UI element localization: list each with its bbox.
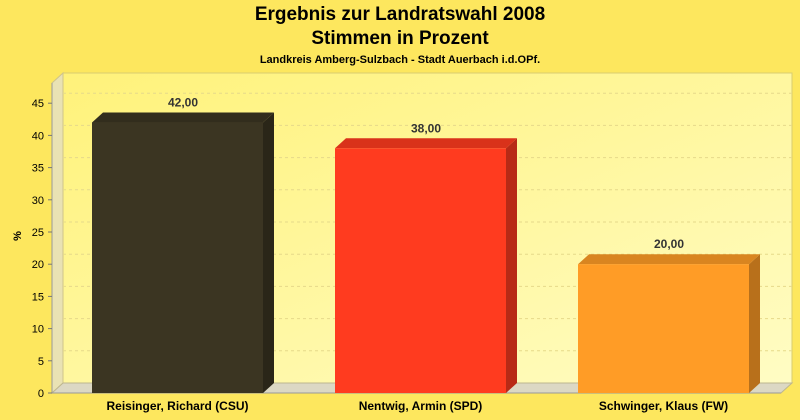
- chart-title: Ergebnis zur Landratswahl 2008: [254, 4, 546, 25]
- bar: 42,00: [92, 96, 274, 394]
- y-tick-label: 40: [32, 130, 44, 142]
- y-tick-label: 35: [32, 163, 44, 175]
- bar-side: [506, 138, 517, 393]
- bar-top: [578, 254, 760, 265]
- bar: 20,00: [578, 237, 760, 393]
- y-axis-label: %: [12, 231, 24, 241]
- y-tick-label: 10: [32, 324, 44, 336]
- bar-value-label: 20,00: [654, 237, 684, 251]
- y-tick-label: 45: [32, 98, 44, 110]
- chart-subtitle: Landkreis Amberg-Sulzbach - Stadt Auerba…: [259, 54, 541, 66]
- y-tick-label: 0: [38, 388, 44, 400]
- bar-top: [92, 112, 274, 123]
- y-tick-label: 5: [38, 356, 44, 368]
- bar-side: [749, 254, 760, 393]
- y-tick-label: 25: [32, 227, 44, 239]
- bar: 38,00: [335, 121, 517, 393]
- chart-title-line2: Stimmen in Prozent: [311, 28, 489, 49]
- bar-front: [92, 122, 263, 394]
- bar-value-label: 42,00: [168, 96, 198, 110]
- bar-front: [335, 148, 506, 393]
- bar-side: [263, 112, 274, 394]
- plot-side-wall: [51, 71, 64, 395]
- x-tick-label: Nentwig, Armin (SPD): [359, 399, 483, 413]
- y-tick-label: 15: [32, 291, 44, 303]
- bar-value-label: 38,00: [411, 121, 441, 135]
- x-tick-label: Schwinger, Klaus (FW): [599, 399, 728, 413]
- bar-front: [578, 264, 749, 393]
- x-tick-label: Reisinger, Richard (CSU): [106, 399, 248, 413]
- y-tick-label: 30: [32, 195, 44, 207]
- bar-top: [335, 138, 517, 149]
- y-tick-label: 20: [32, 259, 44, 271]
